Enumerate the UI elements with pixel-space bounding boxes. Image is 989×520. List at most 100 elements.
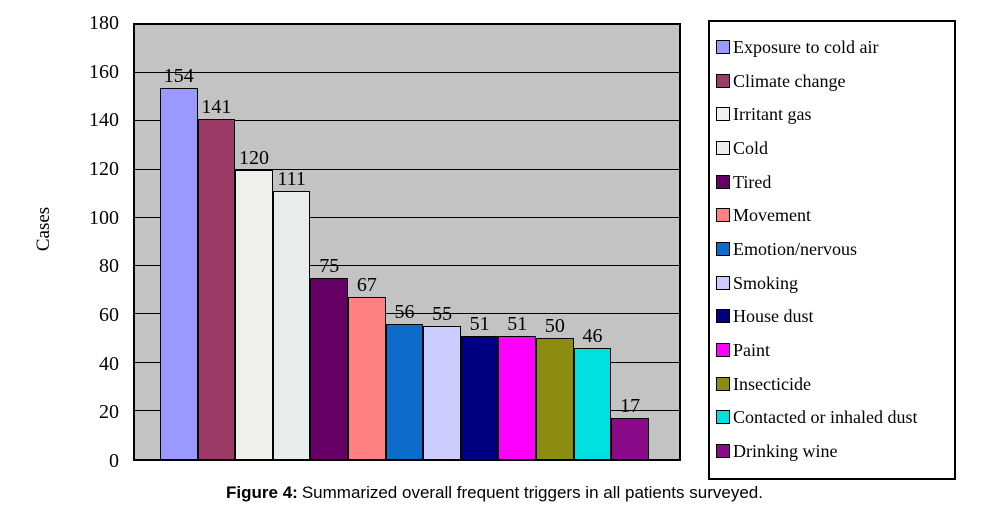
bar-slot-contacted-or-inhaled-dust: 46 [573, 25, 612, 459]
bar-slot-movement: 67 [348, 25, 386, 459]
bar-value-label: 120 [239, 146, 270, 169]
bar-slot-emotion-nervous: 56 [385, 25, 424, 459]
gridline-120 [135, 168, 679, 170]
bar-movement [348, 297, 386, 459]
legend-item-emotion-nervous: Emotion/nervous [716, 240, 948, 258]
legend-item-tired: Tired [716, 173, 948, 191]
gridline-60 [135, 313, 679, 315]
y-tick-label-40: 40 [99, 352, 119, 375]
gridline-100 [135, 216, 679, 218]
bar-drinking-wine [611, 418, 649, 459]
y-tick-label-140: 140 [89, 109, 119, 132]
legend-label: Exposure to cold air [733, 36, 879, 57]
bar-slot-cold: 111 [272, 25, 311, 459]
legend-label: Contacted or inhaled dust [733, 407, 918, 428]
bar-value-label: 154 [163, 64, 194, 87]
bar-house-dust [460, 336, 499, 459]
bar-emotion-nervous [385, 323, 424, 459]
gridline-80 [135, 265, 679, 267]
bar-value-label: 50 [544, 315, 565, 338]
y-tick-label-100: 100 [89, 206, 119, 229]
legend-swatch-irritant-gas [716, 107, 730, 122]
legend-label: Insecticide [733, 373, 811, 394]
figure-caption-text: Summarized overall frequent triggers in … [301, 483, 763, 502]
legend-swatch-drinking-wine [716, 444, 730, 459]
legend-item-smoking: Smoking [716, 274, 948, 292]
legend-label: Climate change [733, 70, 846, 91]
bar-exposure-to-cold-air [160, 87, 198, 459]
legend-item-cold: Cold [716, 139, 948, 157]
y-axis-tick-labels: 0 20 40 60 80 100 120 140 160 180 [55, 12, 125, 472]
bar-value-label: 141 [201, 96, 232, 119]
gridline-160 [135, 72, 679, 74]
y-tick-label-20: 20 [99, 401, 119, 424]
legend-swatch-cold [716, 140, 730, 155]
y-tick-label-60: 60 [99, 304, 119, 326]
legend-swatch-smoking [716, 275, 730, 290]
legend-label: Drinking wine [733, 441, 838, 462]
legend-label: Cold [733, 137, 769, 158]
bar-value-label: 55 [432, 303, 453, 326]
bar-slot-irritant-gas: 120 [235, 25, 273, 459]
bar-value-label: 46 [582, 325, 603, 348]
legend-label: Irritant gas [733, 104, 812, 125]
legend-swatch-insecticide [716, 376, 730, 391]
bar-value-label: 75 [319, 255, 340, 278]
bar-value-label: 111 [277, 168, 306, 191]
legend-item-house-dust: House dust [716, 307, 948, 325]
gridline-180 [135, 24, 679, 25]
bar-slot-smoking: 55 [423, 25, 461, 459]
legend-label: Tired [733, 171, 772, 192]
legend-label: Emotion/nervous [733, 238, 857, 259]
bar-value-label: 17 [620, 395, 641, 418]
legend-box: Exposure to cold air Climate change Irrita… [708, 20, 956, 480]
legend-swatch-movement [716, 208, 730, 223]
bar-value-label: 67 [356, 274, 377, 297]
legend-swatch-emotion-nervous [716, 241, 730, 256]
figure-caption: Figure 4: Summarized overall frequent tri… [0, 482, 989, 504]
legend-swatch-contacted-or-inhaled-dust [716, 410, 730, 425]
legend-item-insecticide: Insecticide [716, 375, 948, 393]
bar-value-label: 51 [507, 313, 528, 336]
bar-irritant-gas [235, 169, 273, 459]
bar-slot-paint: 51 [498, 25, 537, 459]
bar-smoking [423, 326, 461, 459]
legend-label: Paint [733, 340, 771, 361]
y-tick-label-120: 120 [89, 158, 119, 180]
bars-row: 154 141 120 111 75 67 56 55 51 51 50 46 17 [160, 25, 649, 459]
bar-tired [310, 278, 349, 459]
bar-slot-climate-change: 141 [197, 25, 236, 459]
bar-value-label: 51 [469, 313, 490, 336]
bar-value-label: 56 [394, 300, 415, 323]
bar-contacted-or-inhaled-dust [573, 348, 612, 459]
plot-area: 154 141 120 111 75 67 56 55 51 51 50 46 17 [133, 23, 681, 461]
legend-swatch-paint [716, 343, 730, 358]
y-tick-label-180: 180 [89, 12, 119, 34]
y-tick-label-80: 80 [99, 255, 119, 278]
legend-item-contacted-or-inhaled-dust: Contacted or inhaled dust [716, 408, 948, 426]
y-axis-title: Cases [33, 206, 55, 252]
legend-item-drinking-wine: Drinking wine [716, 442, 948, 460]
bar-paint [498, 336, 537, 459]
bar-cold [272, 191, 311, 459]
bar-slot-house-dust: 51 [460, 25, 499, 459]
legend-label: Movement [733, 205, 811, 226]
legend-swatch-tired [716, 174, 730, 189]
legend-item-climate-change: Climate change [716, 72, 948, 90]
bar-climate-change [197, 119, 236, 459]
bar-insecticide [536, 338, 574, 459]
bar-slot-insecticide: 50 [536, 25, 574, 459]
gridline-140 [135, 120, 679, 122]
legend-item-movement: Movement [716, 206, 948, 224]
bar-slot-exposure-to-cold-air: 154 [160, 25, 198, 459]
bar-slot-tired: 75 [310, 25, 349, 459]
y-tick-label-0: 0 [109, 450, 119, 472]
legend-swatch-exposure-to-cold-air [716, 39, 730, 54]
figure-caption-prefix: Figure 4: [226, 483, 298, 502]
legend-label: House dust [733, 306, 814, 327]
legend-swatch-climate-change [716, 73, 730, 88]
y-tick-label-160: 160 [89, 60, 119, 83]
legend-item-irritant-gas: Irritant gas [716, 105, 948, 123]
bar-slot-drinking-wine: 17 [611, 25, 649, 459]
